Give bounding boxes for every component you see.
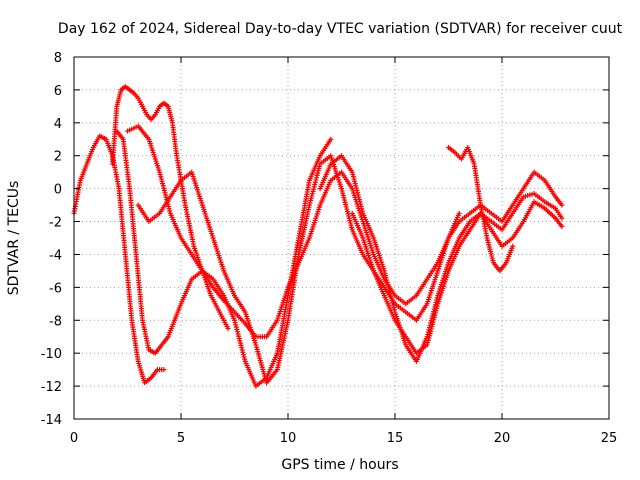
series-track-7: [446, 145, 516, 274]
y-tick-label: 4: [54, 117, 62, 132]
y-tick-label: -2: [49, 216, 62, 231]
data-point-marker: [559, 223, 565, 229]
axis-ticks: [73, 56, 610, 420]
x-tick-label: 20: [494, 431, 511, 446]
plot-frame: [73, 56, 610, 420]
series-track-6: [317, 153, 565, 364]
y-tick-label: -6: [49, 281, 62, 296]
x-axis-label: GPS time / hours: [281, 457, 398, 473]
data-point-marker: [510, 243, 516, 249]
x-axis-tick-labels: 0 5 10 15 20 25: [70, 431, 617, 446]
x-tick-label: 5: [177, 431, 185, 446]
grid: [74, 57, 609, 419]
x-tick-label: 0: [70, 431, 78, 446]
y-tick-label: -10: [41, 347, 62, 362]
y-tick-label: 0: [54, 183, 62, 198]
y-tick-label: -14: [41, 413, 62, 428]
x-tick-label: 10: [280, 431, 297, 446]
data-point-marker: [225, 326, 231, 331]
y-tick-label: 8: [54, 51, 62, 66]
y-tick-label: 6: [54, 84, 62, 99]
y-tick-label: -8: [49, 314, 62, 329]
data-point-marker: [328, 136, 334, 142]
data-point-marker: [559, 215, 565, 221]
series-track-1: [71, 133, 167, 386]
y-tick-label: -12: [41, 380, 62, 395]
data-point-marker: [559, 202, 565, 208]
y-axis-label: SDTVAR / TECUs: [6, 181, 22, 296]
x-tick-label: 15: [387, 431, 404, 446]
series-track-4: [125, 123, 565, 340]
chart-title: Day 162 of 2024, Sidereal Day-to-day VTE…: [58, 21, 623, 37]
y-tick-label: 2: [54, 150, 62, 165]
y-axis-tick-labels: 8 6 4 2 0 -2 -4 -6 -8 -10 -12 -14: [41, 51, 62, 428]
data-point-marker: [161, 367, 167, 373]
series-track-8: [349, 210, 462, 323]
y-tick-label: -4: [49, 248, 62, 263]
data-point-marker: [456, 210, 462, 216]
x-tick-label: 25: [601, 431, 618, 446]
data-marks: [71, 84, 565, 389]
